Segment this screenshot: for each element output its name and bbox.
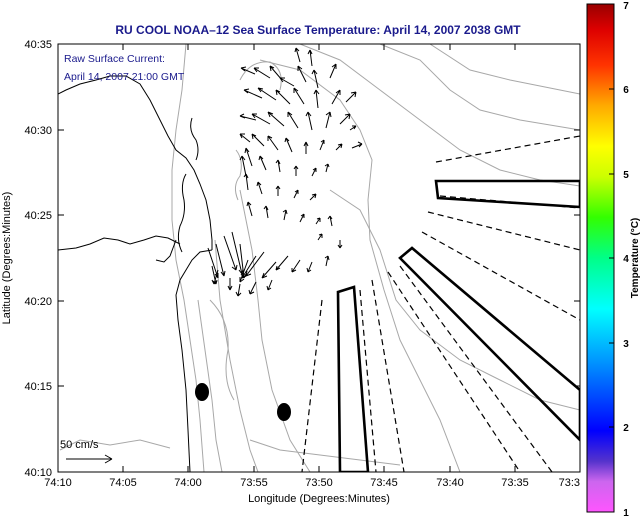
x-tick-label: 74:05: [109, 477, 137, 489]
x-tick-label: 73:45: [370, 477, 398, 489]
colorbar-tick-label: 5: [623, 170, 629, 181]
x-axis: [57, 44, 516, 472]
colorbar-label: Temperature (°C): [630, 218, 641, 299]
x-tick-label: 73:40: [436, 477, 464, 489]
current-vectors: [207, 47, 363, 297]
station-marker: [277, 403, 291, 421]
annotation-line-2: April 14, 2007 21:00 GMT: [64, 71, 185, 83]
contour-lines: [59, 44, 580, 472]
colorbar-tick-label: 2: [623, 423, 629, 434]
colorbar-tick-label: 6: [623, 85, 629, 96]
colorbar-tick-label: 7: [623, 1, 629, 12]
x-tick-label: 73:50: [305, 477, 333, 489]
x-tick-label: 74:00: [174, 477, 202, 489]
chart-title: RU COOL NOAA–12 Sea Surface Temperature:…: [115, 23, 521, 37]
colorbar-tick-label: 3: [623, 339, 629, 350]
x-tick-label: 73:3: [559, 477, 580, 489]
x-tick-label: 74:10: [44, 477, 72, 489]
y-tick-labels: 40:35 40:30 40:25 40:20 40:15 40:10: [24, 39, 52, 479]
annotation-line-1: Raw Surface Current:: [64, 53, 165, 65]
map-plot-area: 50 cm/s Raw Surface Current: April 14, 2…: [58, 44, 580, 472]
y-tick-label: 40:25: [24, 210, 52, 222]
x-tick-label: 73:35: [501, 477, 529, 489]
x-tick-label: 73:55: [240, 477, 268, 489]
sampling-polygons: [336, 179, 580, 472]
station-marker: [195, 383, 209, 401]
colorbar-tick-label: 4: [623, 254, 629, 265]
colorbar-tick-labels: 7 6 5 4 3 2 1: [623, 1, 629, 518]
x-axis-label: Longitude (Degrees:Minutes): [248, 493, 390, 505]
scale-label: 50 cm/s: [60, 439, 99, 451]
colorbar-tick-label: 1: [623, 508, 629, 518]
y-axis-label: Latitude (Degrees:Minutes): [1, 192, 13, 325]
y-tick-label: 40:20: [24, 296, 52, 308]
y-axis: [58, 129, 580, 387]
scale-vector: [66, 454, 113, 464]
coastline: [58, 75, 213, 472]
x-tick-labels: 74:10 74:05 74:00 73:55 73:50 73:45 73:4…: [44, 477, 580, 489]
y-tick-label: 40:30: [24, 125, 52, 137]
y-tick-label: 40:10: [24, 467, 52, 479]
colorbar-ticks: [609, 88, 614, 428]
y-tick-label: 40:15: [24, 381, 52, 393]
y-tick-label: 40:35: [24, 39, 52, 51]
